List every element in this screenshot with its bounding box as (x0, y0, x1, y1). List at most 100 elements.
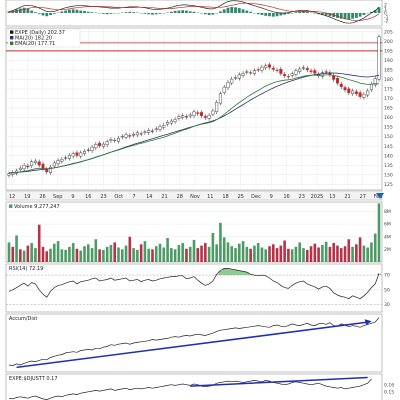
macd-hist-bar (351, 13, 354, 19)
macd-hist-bar (173, 10, 177, 13)
price-candle (241, 73, 245, 76)
macd-hist-bar (370, 11, 373, 13)
price-candle (309, 70, 313, 72)
volume-bar (166, 238, 169, 262)
price-candle (105, 141, 109, 146)
macd-hist-bar (60, 11, 64, 13)
price-candle (71, 153, 75, 157)
volume-bar (324, 241, 328, 262)
price-candle (120, 136, 124, 138)
macd-hist-bar (22, 7, 26, 13)
volume-bar (332, 243, 335, 262)
macd-hist-bar (226, 7, 230, 13)
ratio-legend-box (8, 375, 60, 382)
volume-bar (215, 244, 218, 262)
macd-hist-bar (298, 11, 302, 13)
volume-bar (124, 245, 128, 262)
ratio-legend-text: EXPE:$DJUSTT 0.17 (9, 376, 58, 382)
price-candle (335, 78, 339, 84)
rsi-overbought-fill (248, 274, 253, 276)
macd-hist-bar (241, 9, 245, 13)
rsi-overbought-fill (233, 269, 238, 276)
volume-bar (53, 243, 56, 262)
x-tick-label: Oct (114, 194, 123, 200)
macd-hist-bar (264, 13, 268, 16)
x-tick-label: 21 (161, 194, 167, 200)
macd-hist-bar (260, 13, 264, 16)
volume-panel: 8M 6M 4M 2M Volume 9,277,247 (5, 201, 391, 263)
price-candle (203, 116, 207, 118)
volume-bar (241, 241, 245, 262)
volume-bar (143, 241, 147, 262)
volume-bar (68, 246, 71, 262)
rsi-overbought-fill (222, 268, 227, 276)
price-tick-label: 140 (384, 153, 393, 159)
macd-hist-bar (275, 13, 279, 17)
macd-hist-bar (279, 13, 283, 16)
macd-hist-bar (237, 8, 241, 13)
price-candle (22, 165, 26, 170)
macd-hist-bar (230, 6, 234, 13)
x-tick-label: 27 (360, 194, 366, 200)
macd-hist-bar (109, 13, 113, 14)
price-candle (268, 64, 272, 68)
rsi-overbought-fill (241, 271, 245, 276)
price-candle (166, 122, 170, 125)
price-candle (154, 128, 158, 130)
volume-bar (313, 243, 317, 262)
x-tick-label: 16 (283, 194, 289, 200)
rsi-overbought-fill (244, 272, 249, 276)
volume-bar (26, 245, 30, 262)
macd-hist-bar (79, 10, 83, 13)
price-candle (83, 151, 87, 154)
volume-tick-label: 6M (384, 222, 391, 228)
volume-bar (260, 247, 264, 262)
macd-hist-bar (143, 13, 147, 14)
price-candle (305, 68, 309, 71)
x-tick-label: 12 (9, 194, 15, 200)
price-candle (294, 70, 298, 75)
macd-hist-bar (305, 11, 309, 13)
price-legend-text: EXPE (Daily) 202.37 (15, 30, 65, 36)
price-candle (94, 144, 98, 149)
volume-bar (200, 245, 203, 262)
macd-hist-bar (45, 13, 49, 17)
price-candle (18, 167, 22, 170)
price-candle (196, 112, 200, 114)
macd-hist-bar (147, 13, 151, 15)
volume-bar (45, 251, 49, 262)
x-tick-label: Dec (251, 194, 261, 200)
macd-hist-bar (328, 13, 332, 17)
price-candle (373, 78, 377, 86)
price-frame (5, 27, 383, 191)
price-tick-label: 190 (384, 58, 393, 64)
price-candle (49, 166, 53, 173)
price-tick-label: 180 (384, 77, 393, 83)
volume-bar (192, 239, 196, 262)
macd-hist-bar (151, 13, 154, 15)
volume-bar (321, 244, 324, 262)
rsi-tick-label: 70 (384, 273, 390, 279)
macd-hist-bar (234, 7, 237, 13)
price-candle (158, 126, 162, 130)
volume-legend-text: Volume 9,277,247 (14, 204, 60, 210)
price-candle (52, 162, 56, 167)
rsi-overbought-fill (237, 270, 242, 276)
price-candle (188, 114, 192, 117)
volume-bar (362, 245, 366, 262)
price-candle (237, 74, 241, 79)
volume-bar (60, 249, 64, 262)
x-tick-label: 14 (146, 194, 152, 200)
rsi-overbought-fill (229, 269, 234, 276)
volume-bar (75, 248, 79, 262)
price-candle (351, 90, 355, 94)
macd-hist-bar (18, 8, 22, 13)
volume-bar (170, 248, 173, 262)
macd-tick-label: -1 (384, 15, 389, 21)
rsi-frame (5, 263, 383, 313)
x-tick-label: 23 (100, 194, 106, 200)
price-candle (181, 115, 185, 118)
price-candle (200, 112, 204, 116)
macd-signal-line (8, 2, 380, 22)
price-legend-text: EMA(20) 177.71 (15, 41, 55, 47)
